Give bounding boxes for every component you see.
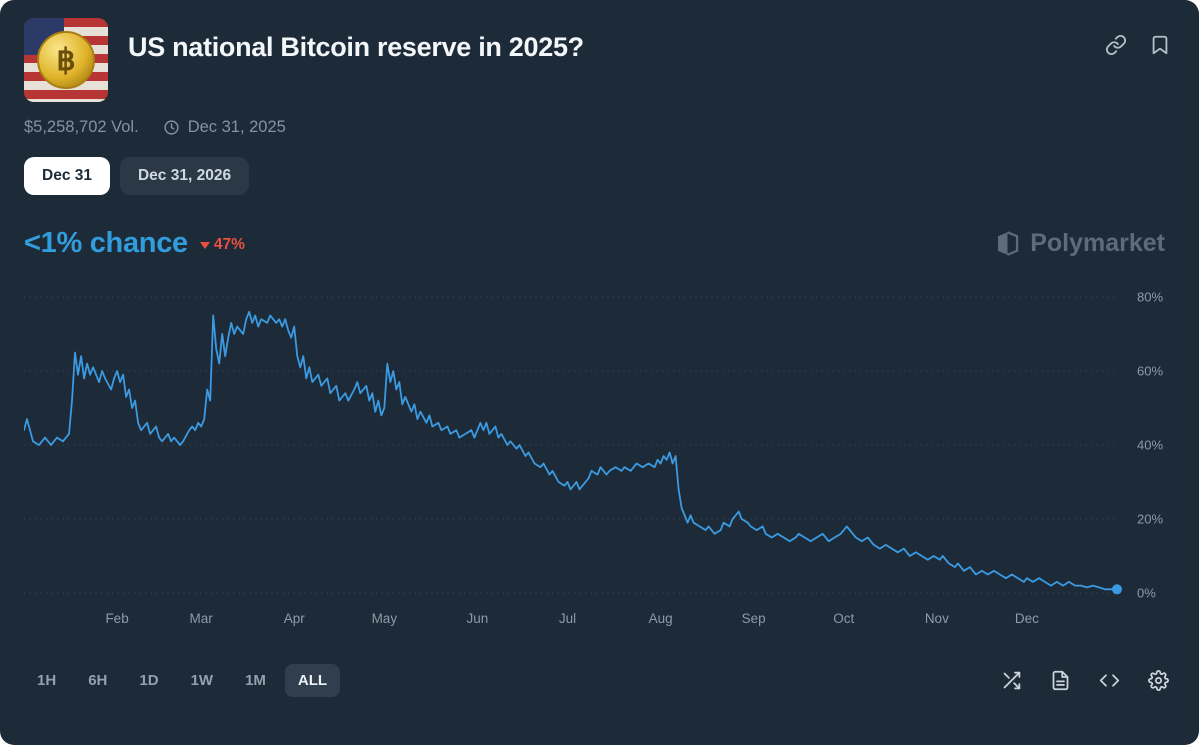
timeframe-1d[interactable]: 1D — [126, 664, 171, 697]
svg-text:Mar: Mar — [190, 611, 214, 626]
chance-row: <1% chance 47% Polymarket — [24, 225, 1175, 261]
clock-icon — [164, 120, 179, 135]
market-header: ฿ US national Bitcoin reserve in 2025? — [24, 18, 1175, 102]
chart-area: 0% 20% 40% 60% 80% Feb Mar Apr May Jun Jul Aug Sep Oc… — [23, 285, 1175, 638]
chance-change: 47% — [199, 236, 245, 254]
volume-text: $5,258,702 Vol. — [24, 118, 139, 136]
timeframe-all[interactable]: ALL — [284, 664, 341, 697]
shuffle-icon — [1003, 671, 1021, 690]
svg-text:Apr: Apr — [284, 611, 306, 626]
market-title: US national Bitcoin reserve in 2025? — [128, 32, 584, 62]
end-date-text: Dec 31, 2025 — [187, 118, 286, 136]
chart-footer: 1H 6H 1D 1W 1M ALL — [24, 664, 1175, 697]
polymarket-watermark: Polymarket — [994, 229, 1165, 258]
down-arrow-icon — [199, 241, 210, 249]
svg-text:May: May — [372, 611, 398, 626]
chance-value: <1% chance — [24, 226, 188, 259]
timeframe-1w[interactable]: 1W — [178, 664, 227, 697]
svg-text:Nov: Nov — [925, 611, 949, 626]
embed-button[interactable] — [1099, 670, 1120, 691]
polymarket-wordmark: Polymarket — [1030, 228, 1165, 257]
svg-text:Oct: Oct — [833, 611, 854, 626]
outcome-tabs: Dec 31 Dec 31, 2026 — [24, 157, 1175, 195]
svg-text:Aug: Aug — [649, 611, 673, 626]
header-actions — [1105, 34, 1171, 56]
svg-text:0%: 0% — [1137, 586, 1156, 601]
copy-link-button[interactable] — [1105, 34, 1127, 56]
timeframe-1m[interactable]: 1M — [232, 664, 279, 697]
link-icon — [1105, 34, 1127, 56]
outcome-tab-dec-31[interactable]: Dec 31 — [24, 157, 110, 195]
polymarket-logo-icon — [998, 230, 1019, 256]
news-icon — [1052, 670, 1069, 691]
code-icon — [1099, 674, 1120, 687]
market-thumbnail: ฿ — [24, 18, 108, 102]
svg-text:Jun: Jun — [467, 611, 489, 626]
market-meta-row: $5,258,702 Vol. Dec 31, 2025 — [24, 118, 1175, 137]
svg-text:Feb: Feb — [105, 611, 128, 626]
svg-text:60%: 60% — [1137, 364, 1163, 379]
bitcoin-coin-icon: ฿ — [37, 31, 95, 89]
svg-text:20%: 20% — [1137, 512, 1163, 527]
svg-text:Dec: Dec — [1015, 611, 1039, 626]
bookmark-button[interactable] — [1149, 34, 1171, 56]
timeframe-6h[interactable]: 6H — [75, 664, 120, 697]
svg-text:80%: 80% — [1137, 290, 1163, 305]
price-chart[interactable]: 0% 20% 40% 60% 80% Feb Mar Apr May Jun Jul Aug Sep Oc… — [23, 285, 1175, 633]
timeframe-1h[interactable]: 1H — [24, 664, 69, 697]
chart-tools — [1001, 670, 1169, 691]
timeframe-selector: 1H 6H 1D 1W 1M ALL — [24, 664, 341, 697]
outcome-tab-dec-31-2026[interactable]: Dec 31, 2026 — [119, 157, 250, 195]
svg-text:40%: 40% — [1137, 438, 1163, 453]
chance-change-value: 47% — [213, 236, 245, 253]
svg-text:Jul: Jul — [559, 611, 576, 626]
bookmark-icon — [1152, 35, 1168, 55]
shuffle-button[interactable] — [1001, 670, 1022, 691]
svg-text:Sep: Sep — [742, 611, 766, 626]
settings-icon — [1148, 670, 1169, 691]
news-button[interactable] — [1050, 670, 1071, 691]
settings-button[interactable] — [1148, 670, 1169, 691]
